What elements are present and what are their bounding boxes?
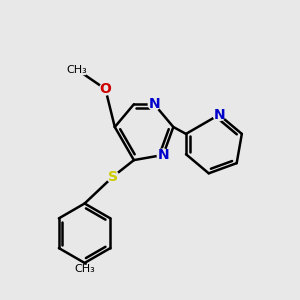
Text: N: N (213, 108, 225, 122)
Circle shape (157, 149, 169, 161)
Bar (69, 66, 85, 74)
Text: CH₃: CH₃ (74, 264, 95, 274)
Circle shape (107, 171, 119, 183)
Bar (76, 265, 93, 273)
Text: O: O (100, 82, 111, 96)
Circle shape (213, 109, 225, 121)
Text: S: S (108, 170, 118, 184)
Text: N: N (148, 97, 160, 111)
Circle shape (100, 83, 111, 95)
Text: N: N (157, 148, 169, 162)
Text: CH₃: CH₃ (67, 65, 88, 75)
Circle shape (148, 98, 160, 110)
